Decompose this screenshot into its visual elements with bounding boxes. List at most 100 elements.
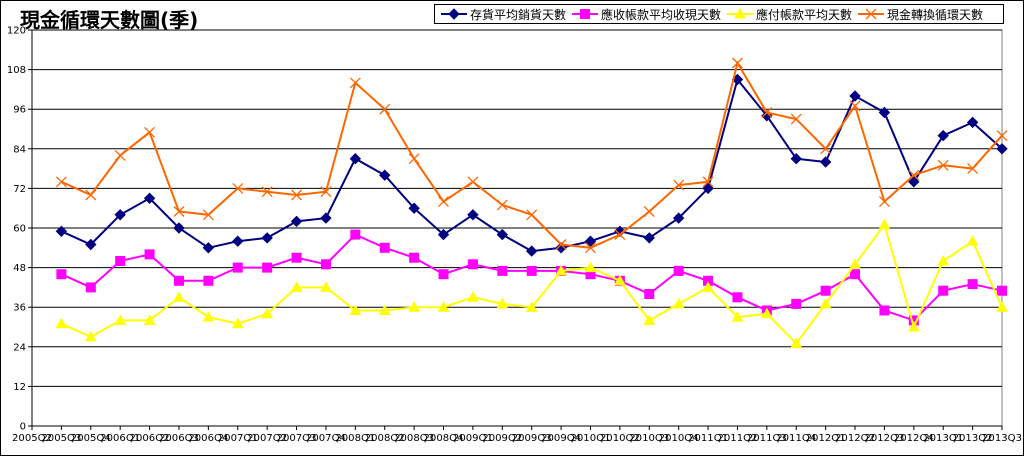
data-point	[448, 8, 460, 20]
data-point	[643, 232, 655, 244]
data-point	[85, 189, 97, 201]
series-3	[55, 218, 1008, 348]
x-tick-label: 2007Q3	[277, 433, 317, 444]
data-point	[320, 186, 332, 198]
x-tick-label: 2013Q2	[953, 433, 993, 444]
data-point	[761, 107, 773, 118]
data-point	[850, 269, 861, 280]
data-point	[526, 265, 537, 276]
data-point	[584, 235, 597, 247]
x-tick-label: 2007Q1	[218, 433, 258, 444]
data-point	[114, 149, 126, 161]
y-tick-label: 0	[20, 422, 26, 433]
legend-label: 現金轉換循環天數	[887, 7, 984, 22]
data-point	[173, 275, 184, 286]
data-point	[467, 291, 479, 302]
series-1	[55, 73, 1008, 257]
y-tick-label: 60	[13, 224, 26, 235]
data-point	[937, 159, 949, 171]
data-point	[85, 238, 97, 251]
data-point	[966, 116, 979, 129]
data-point	[996, 143, 1008, 155]
data-point	[731, 57, 743, 69]
data-point	[349, 152, 362, 165]
data-point	[908, 169, 920, 181]
data-point	[202, 209, 214, 221]
data-point	[584, 261, 597, 273]
data-point	[232, 182, 244, 194]
data-point	[614, 274, 626, 286]
x-tick-label: 2013Q3	[982, 433, 1022, 444]
data-point	[673, 265, 684, 276]
data-point	[555, 264, 567, 276]
data-point	[790, 152, 802, 165]
data-point	[114, 209, 126, 221]
data-point	[115, 256, 126, 266]
data-point	[525, 301, 538, 312]
x-tick-label: 2011Q1	[688, 433, 728, 444]
data-point	[349, 77, 361, 89]
y-tick-label: 108	[7, 65, 26, 76]
legend-item: 應收帳款平均收現天數	[572, 6, 721, 23]
x-tick-label: 2009Q3	[512, 433, 552, 444]
chart-legend: 存貨平均銷貨天數 應收帳款平均收現天數 應付帳款平均天數 現金轉換循環天數	[434, 4, 1004, 24]
data-point	[409, 252, 420, 263]
data-point	[290, 281, 303, 292]
data-point	[967, 279, 978, 290]
x-tick-label: 2010Q4	[659, 433, 699, 444]
data-point	[967, 163, 979, 175]
legend-swatch	[441, 8, 467, 20]
data-point	[790, 337, 803, 348]
data-point	[908, 176, 920, 188]
data-point	[820, 285, 831, 296]
data-point	[760, 307, 773, 319]
data-point	[261, 232, 273, 244]
data-point	[320, 259, 331, 270]
data-point	[438, 196, 449, 208]
data-point	[731, 311, 744, 322]
data-point	[203, 275, 214, 286]
series-line	[60, 77, 1003, 253]
data-point	[496, 228, 509, 241]
data-point	[555, 239, 567, 250]
legend-swatch	[572, 9, 599, 19]
data-point	[673, 179, 685, 191]
data-point	[907, 320, 920, 332]
x-tick-label: 2009Q1	[453, 433, 493, 444]
series-line	[60, 222, 1003, 346]
data-point	[644, 289, 655, 299]
series-line	[60, 60, 1003, 249]
data-point	[144, 249, 155, 260]
y-tick-label: 36	[13, 303, 26, 314]
data-point	[261, 307, 274, 319]
data-point	[526, 209, 538, 221]
data-point	[379, 103, 391, 115]
x-tick-label: 2008Q1	[335, 433, 375, 444]
data-point	[232, 235, 244, 247]
data-point	[349, 304, 362, 315]
data-point	[937, 129, 949, 142]
x-tick-label: 2010Q1	[570, 433, 610, 444]
data-point	[672, 212, 685, 224]
data-point	[849, 90, 861, 102]
data-point	[849, 258, 861, 269]
data-point	[997, 285, 1007, 296]
x-tick-label: 2012Q4	[894, 433, 934, 444]
data-point	[84, 330, 97, 342]
y-tick-label: 12	[13, 382, 26, 393]
data-point	[966, 235, 979, 246]
x-tick-label: 2008Q2	[365, 433, 405, 444]
legend-swatch	[727, 8, 754, 19]
data-point	[643, 314, 656, 325]
data-point	[672, 297, 685, 309]
x-tick-label: 2008Q3	[394, 433, 434, 444]
data-point	[996, 130, 1008, 142]
x-tick-label: 2011Q4	[776, 433, 816, 444]
x-tick-label: 2008Q4	[424, 433, 464, 444]
data-point	[85, 282, 96, 293]
data-point	[497, 265, 508, 276]
x-tick-label: 2007Q2	[247, 433, 287, 444]
legend-item: 存貨平均銷貨天數	[441, 6, 566, 23]
x-tick-label: 2005Q2	[12, 433, 52, 444]
